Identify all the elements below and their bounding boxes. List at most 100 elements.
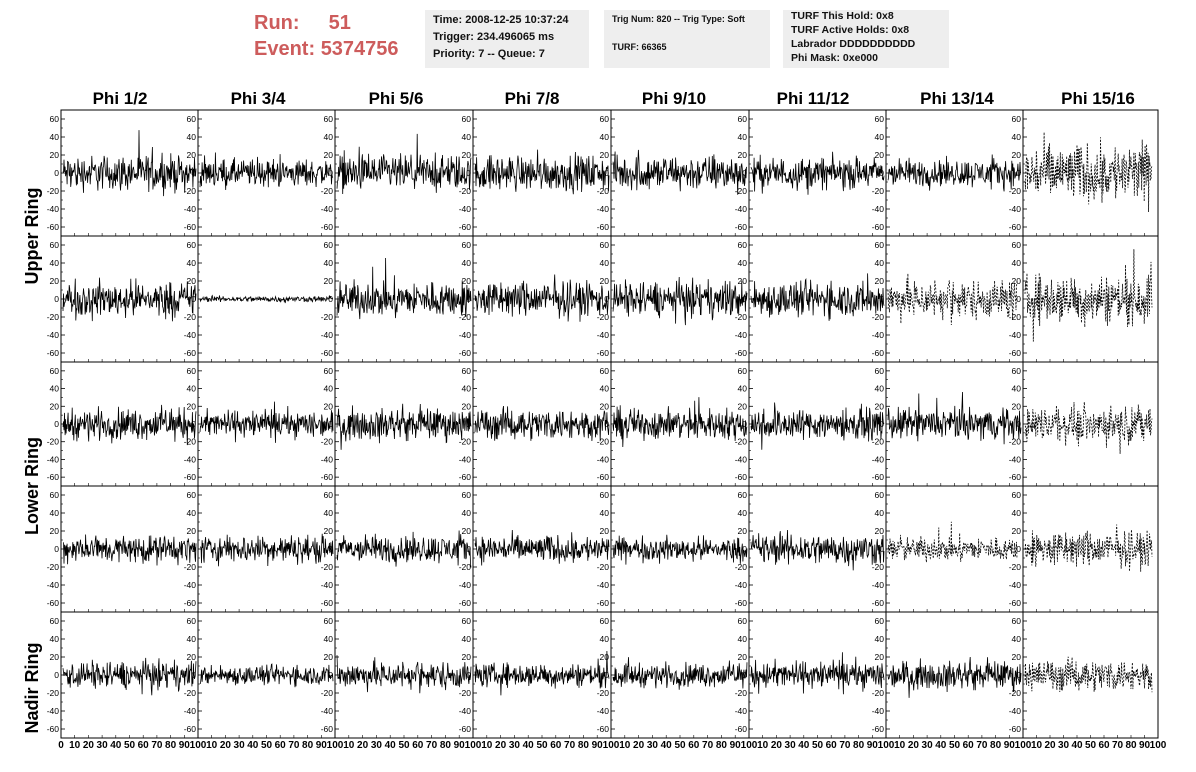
- ytick-label-r3-c4: 0: [466, 419, 471, 429]
- ytick-label-r4-c6: -60: [735, 598, 748, 608]
- ytick-label-r5-c6: -20: [735, 688, 748, 698]
- ytick-label-r1-c6: 0: [742, 168, 747, 178]
- ytick-label-r5-c5: 20: [600, 652, 610, 662]
- ytick-label-r5-c3: -40: [321, 706, 334, 716]
- ytick-label-r2-c5: -40: [597, 330, 610, 340]
- turf-line: TURF: 66365: [612, 42, 667, 52]
- xtick-label-c6: 100: [878, 740, 895, 751]
- ytick-label-r3-c3: 40: [324, 384, 334, 394]
- run-event-header: Run: 51 Event: 5374756: [240, 10, 415, 66]
- ytick-label-r3-c6: 0: [742, 419, 747, 429]
- ytick-label-r2-c7: -40: [872, 330, 885, 340]
- time-info-box: Time: 2008-12-25 10:37:24 Trigger: 234.4…: [425, 10, 589, 68]
- ytick-label-r1-c7: -40: [872, 204, 885, 214]
- waveform-r4-c8: [1024, 524, 1153, 572]
- ytick-label-r4-c8: -60: [1009, 598, 1022, 608]
- ytick-label-r5-c2: 0: [191, 670, 196, 680]
- ytick-label-r5-c3: 0: [328, 670, 333, 680]
- ytick-label-r1-c3: 0: [328, 168, 333, 178]
- ytick-label-r1-c8: -60: [1009, 222, 1022, 232]
- ytick-label-r4-c3: -20: [321, 562, 334, 572]
- ytick-label-r1-c5: -60: [597, 222, 610, 232]
- ytick-label-r5-c4: 0: [466, 670, 471, 680]
- ytick-label-r2-c4: -60: [459, 348, 472, 358]
- ytick-label-r5-c7: -60: [872, 724, 885, 734]
- waveform-r3-c3: [336, 403, 472, 450]
- ytick-label-r5-c5: 60: [600, 616, 610, 626]
- ytick-label-r2-c3: 20: [324, 276, 334, 286]
- xtick-label-c8: 70: [1112, 740, 1124, 751]
- xtick-label-c3: 30: [371, 740, 383, 751]
- ytick-label-r2-c5: 60: [600, 240, 610, 250]
- xtick-label-c3: 50: [398, 740, 410, 751]
- waveform-r3-c6: [750, 402, 885, 450]
- xtick-label-c8: 30: [1058, 740, 1070, 751]
- xtick-label-c8: 40: [1071, 740, 1083, 751]
- ytick-label-r5-c5: 0: [604, 670, 609, 680]
- xtick-label-c6: 50: [812, 740, 824, 751]
- ytick-label-r2-c6: 0: [742, 294, 747, 304]
- panel-frame-r2-c7: [885, 235, 1024, 363]
- xtick-label-c2: 50: [261, 740, 273, 751]
- waveform-r3-c4: [474, 405, 610, 442]
- ytick-label-r5-c4: -40: [459, 706, 472, 716]
- ytick-label-r1-c1: -20: [47, 186, 60, 196]
- ytick-label-r1-c5: -20: [597, 186, 610, 196]
- ytick-label-r3-c7: 40: [875, 384, 885, 394]
- ytick-label-r5-c8: -60: [1009, 724, 1022, 734]
- ytick-label-r3-c1: -20: [47, 437, 60, 447]
- ytick-label-r1-c4: 20: [462, 150, 472, 160]
- ytick-label-r3-c7: -60: [872, 472, 885, 482]
- ytick-label-r4-c5: 60: [600, 490, 610, 500]
- xtick-label-c8: 50: [1085, 740, 1097, 751]
- xtick-label-c2: 90: [316, 740, 328, 751]
- ytick-label-r3-c5: 0: [604, 419, 609, 429]
- run-label: Run:: [254, 12, 300, 34]
- ytick-label-r3-c7: -20: [872, 437, 885, 447]
- waveform-r3-c2: [199, 401, 334, 443]
- ytick-label-r3-c5: -20: [597, 437, 610, 447]
- ytick-label-r3-c7: 60: [875, 366, 885, 376]
- ytick-label-r3-c2: -60: [184, 472, 197, 482]
- ytick-label-r4-c8: -20: [1009, 562, 1022, 572]
- waveform-r4-c5: [612, 534, 748, 565]
- ytick-label-r1-c4: 0: [466, 168, 471, 178]
- xtick-label-c3: 60: [412, 740, 424, 751]
- ytick-label-r3-c6: -40: [735, 454, 748, 464]
- col-title-6: Phi 11/12: [777, 89, 850, 108]
- xtick-label-c7: 30: [922, 740, 934, 751]
- ytick-label-r4-c5: -60: [597, 598, 610, 608]
- ytick-label-r3-c3: 60: [324, 366, 334, 376]
- trig-num-line: Trig Num: 820 -- Trig Type: Soft: [612, 14, 745, 24]
- xtick-label-c1: 10: [69, 740, 81, 751]
- panel-frame-r3-c8: [1022, 361, 1159, 487]
- ytick-label-r4-c4: -20: [459, 562, 472, 572]
- ytick-label-r1-c5: 60: [600, 114, 610, 124]
- ytick-label-r4-c4: 20: [462, 526, 472, 536]
- ytick-label-r2-c8: -20: [1009, 312, 1022, 322]
- xtick-label-c4: 10: [481, 740, 493, 751]
- ytick-label-r3-c4: 60: [462, 366, 472, 376]
- waveform-r2-c4: [474, 274, 610, 322]
- ytick-label-r2-c4: -40: [459, 330, 472, 340]
- event-label: Event:: [254, 38, 316, 60]
- xtick-label-c5: 70: [702, 740, 714, 751]
- ytick-label-r3-c4: -20: [459, 437, 472, 447]
- xtick-label-c8: 60: [1098, 740, 1110, 751]
- ytick-label-r1-c4: 40: [462, 132, 472, 142]
- xtick-label-c3: 90: [454, 740, 466, 751]
- ytick-label-r5-c7: 0: [879, 670, 884, 680]
- ytick-label-r5-c2: 40: [187, 634, 197, 644]
- ytick-label-r1-c8: 40: [1012, 132, 1022, 142]
- ytick-label-r1-c7: 0: [879, 168, 884, 178]
- xtick-label-c1: 70: [151, 740, 163, 751]
- ytick-label-r4-c3: 20: [324, 526, 334, 536]
- xtick-label-c7: 20: [908, 740, 920, 751]
- ytick-label-r3-c8: -60: [1009, 472, 1022, 482]
- ytick-label-r3-c5: -40: [597, 454, 610, 464]
- xtick-label-c5: 60: [688, 740, 700, 751]
- ytick-label-r1-c6: -20: [735, 186, 748, 196]
- ytick-label-r2-c2: -60: [184, 348, 197, 358]
- xtick-label-c1: 100: [190, 740, 207, 751]
- ytick-label-r1-c3: 40: [324, 132, 334, 142]
